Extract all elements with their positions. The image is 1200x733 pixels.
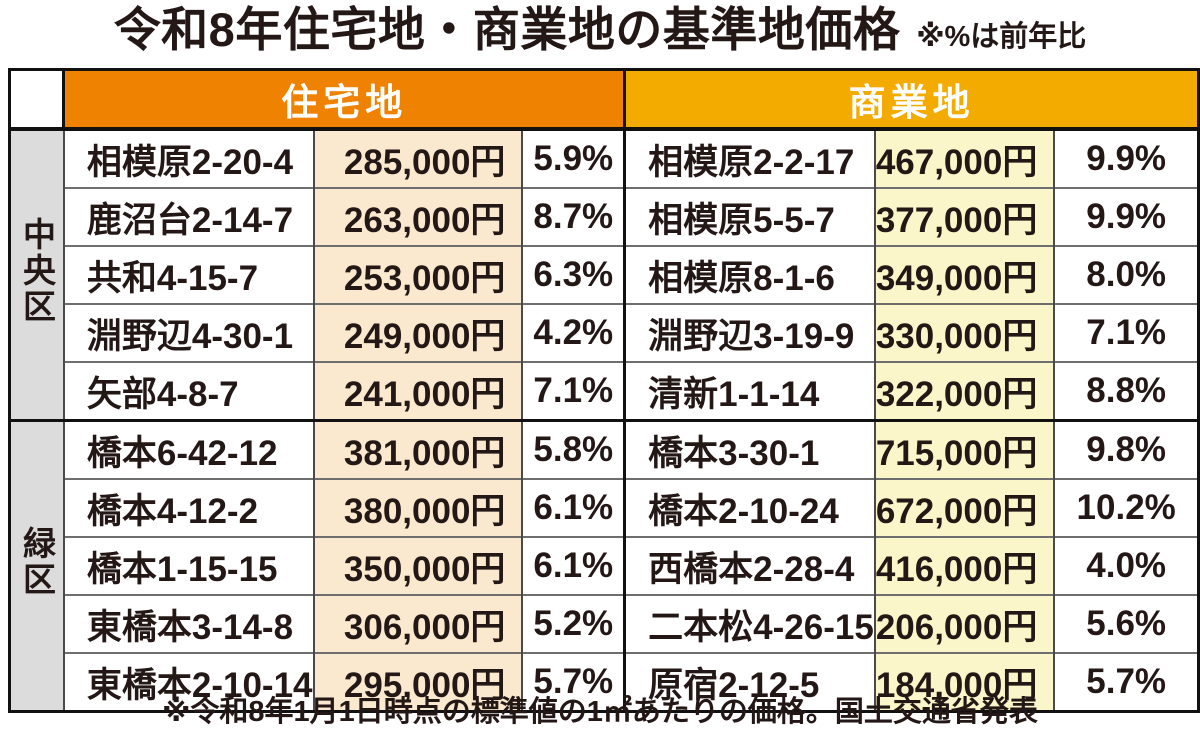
com-change-cell: 7.1% (1053, 303, 1199, 362)
res-price-cell: 263,000円 (312, 187, 523, 246)
com-price-cell: 672,000円 (873, 478, 1055, 537)
title-note: ※%は前年比 (916, 21, 1087, 53)
com-change-cell: 5.7% (1053, 652, 1199, 712)
land-price-table: 住宅地 商業地 中央区 相模原2-20-4 285,000円 5.9% 相模原2… (8, 68, 1200, 713)
res-location-cell: 橋本1-15-15 (62, 536, 314, 595)
table-row: 鹿沼台2-14-7 263,000円 8.7% 相模原5-5-7 377,000… (10, 187, 1199, 246)
footnote: ※令和8年1月1日時点の標準値の1㎡あたりの価格。国土交通省発表 (162, 696, 1038, 728)
res-price-cell: 306,000円 (312, 594, 523, 653)
com-price-cell: 377,000円 (873, 187, 1055, 246)
res-location-cell: 共和4-15-7 (62, 245, 314, 304)
ward-label: 緑区 (18, 525, 56, 598)
com-location-cell: 相模原5-5-7 (623, 187, 875, 246)
table-row: 淵野辺4-30-1 249,000円 4.2% 淵野辺3-19-9 330,00… (10, 303, 1199, 362)
page-title: 令和8年住宅地・商業地の基準地価格 (113, 3, 901, 56)
com-location-cell: 西橋本2-28-4 (623, 536, 875, 595)
com-price-cell: 206,000円 (873, 594, 1055, 653)
com-change-cell: 9.8% (1053, 419, 1199, 479)
res-change-cell: 4.2% (521, 303, 625, 362)
table-row: 東橋本2-10-14 295,000円 5.7% 原宿2-12-5 184,00… (10, 652, 1199, 712)
res-change-cell: 5.9% (521, 128, 625, 188)
residential-header: 住宅地 (62, 69, 625, 131)
table-row: 矢部4-8-7 241,000円 7.1% 清新1-1-14 322,000円 … (10, 361, 1199, 421)
ward-label: 中央区 (18, 216, 56, 325)
res-price-cell: 285,000円 (312, 128, 523, 188)
res-change-cell: 8.7% (521, 187, 625, 246)
res-price-cell: 381,000円 (312, 419, 523, 479)
res-location-cell: 淵野辺4-30-1 (62, 303, 314, 362)
com-location-cell: 清新1-1-14 (623, 361, 875, 421)
com-location-cell: 二本松4-26-15 (623, 594, 875, 653)
res-change-cell: 5.7% (521, 652, 625, 712)
res-change-cell: 5.2% (521, 594, 625, 653)
res-location-cell: 相模原2-20-4 (62, 128, 314, 188)
com-price-cell: 184,000円 (873, 652, 1055, 712)
com-change-cell: 9.9% (1053, 128, 1199, 188)
com-price-cell: 322,000円 (873, 361, 1055, 421)
table-row: 緑区 橋本6-42-12 381,000円 5.8% 橋本3-30-1 715,… (9, 419, 1199, 712)
ward-cell: 中央区 (9, 128, 64, 421)
res-change-cell: 6.1% (521, 536, 625, 595)
res-price-cell: 350,000円 (312, 536, 523, 595)
com-change-cell: 5.6% (1053, 594, 1199, 653)
com-change-cell: 4.0% (1053, 536, 1199, 595)
com-location-cell: 原宿2-12-5 (623, 652, 875, 712)
com-change-cell: 10.2% (1053, 478, 1199, 537)
com-location-cell: 橋本2-10-24 (623, 478, 875, 537)
table-row: 東橋本3-14-8 306,000円 5.2% 二本松4-26-15 206,0… (10, 594, 1199, 653)
header-row: 住宅地 商業地 (8, 68, 1199, 131)
com-location-cell: 淵野辺3-19-9 (623, 303, 875, 362)
res-location-cell: 矢部4-8-7 (62, 361, 314, 421)
com-location-cell: 橋本3-30-1 (623, 419, 875, 479)
res-location-cell: 橋本4-12-2 (62, 478, 314, 537)
res-change-cell: 6.3% (521, 245, 625, 304)
table-wrapper: 住宅地 商業地 中央区 相模原2-20-4 285,000円 5.9% 相模原2… (8, 68, 1200, 713)
com-location-cell: 相模原8-1-6 (623, 245, 875, 304)
res-price-cell: 380,000円 (312, 478, 523, 537)
res-price-cell: 253,000円 (312, 245, 523, 304)
res-price-cell: 295,000円 (312, 652, 523, 712)
com-price-cell: 416,000円 (873, 536, 1055, 595)
res-location-cell: 東橋本2-10-14 (62, 652, 314, 712)
res-price-cell: 241,000円 (312, 361, 523, 421)
com-price-cell: 715,000円 (873, 419, 1055, 479)
table-row: 橋本4-12-2 380,000円 6.1% 橋本2-10-24 672,000… (10, 478, 1199, 537)
res-change-cell: 7.1% (521, 361, 625, 421)
commercial-header: 商業地 (623, 69, 1199, 131)
res-change-cell: 6.1% (521, 478, 625, 537)
com-change-cell: 8.0% (1053, 245, 1199, 304)
com-change-cell: 9.9% (1053, 187, 1199, 246)
ward-cell: 緑区 (9, 419, 64, 712)
title-row: 令和8年住宅地・商業地の基準地価格 ※%は前年比 (0, 0, 1200, 62)
com-location-cell: 相模原2-2-17 (623, 128, 875, 188)
res-location-cell: 東橋本3-14-8 (62, 594, 314, 653)
res-location-cell: 鹿沼台2-14-7 (62, 187, 314, 246)
com-price-cell: 349,000円 (873, 245, 1055, 304)
table-row: 橋本1-15-15 350,000円 6.1% 西橋本2-28-4 416,00… (10, 536, 1199, 595)
com-price-cell: 467,000円 (873, 128, 1055, 188)
com-change-cell: 8.8% (1053, 361, 1199, 421)
res-location-cell: 橋本6-42-12 (62, 419, 314, 479)
table-row: 中央区 相模原2-20-4 285,000円 5.9% 相模原2-2-17 46… (9, 128, 1199, 421)
com-price-cell: 330,000円 (873, 303, 1055, 362)
res-price-cell: 249,000円 (312, 303, 523, 362)
res-change-cell: 5.8% (521, 419, 625, 479)
table-row: 共和4-15-7 253,000円 6.3% 相模原8-1-6 349,000円… (10, 245, 1199, 304)
corner-cell (8, 68, 65, 131)
